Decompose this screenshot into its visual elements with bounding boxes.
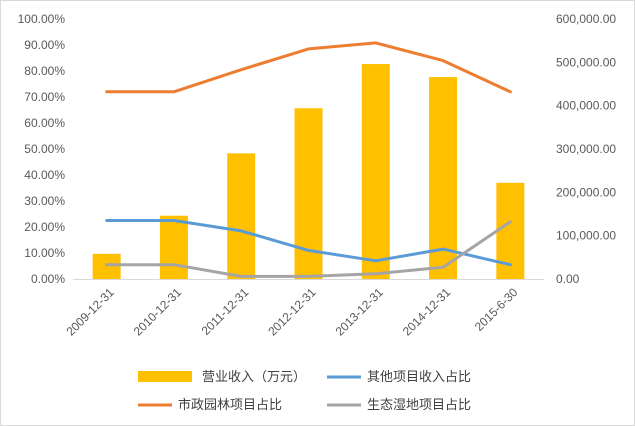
line-series	[105, 41, 512, 94]
legend-label: 营业收入（万元）	[202, 370, 306, 385]
x-tick-label: 2011-12-31	[199, 285, 252, 338]
legend-label: 市政园林项目占比	[178, 397, 282, 413]
bar-2009-12-31	[92, 253, 121, 279]
y-right-tick-label: 300,000.00	[556, 142, 616, 156]
y-right-tick-label: 400,000.00	[556, 99, 616, 113]
y-left-tick-label: 80.00%	[24, 64, 65, 78]
x-tick-label: 2009-12-31	[63, 285, 117, 339]
y-right-tick-label: 500,000.00	[556, 55, 616, 69]
y-left-tick-label: 10.00%	[24, 246, 65, 260]
y-left-tick-label: 50.00%	[24, 142, 65, 156]
y-left-tick-label: 60.00%	[24, 116, 65, 130]
y-left-tick-label: 30.00%	[24, 194, 65, 208]
x-tick-label: 2013-12-31	[333, 285, 387, 339]
x-tick-label: 2014-12-31	[400, 285, 454, 339]
y-left-tick-label: 20.00%	[24, 220, 65, 234]
y-right-tick-label: 600,000.00	[556, 12, 616, 26]
legend-label: 其他项目收入占比	[367, 370, 471, 385]
bar-2011-12-31	[227, 153, 256, 279]
y-left-tick-label: 70.00%	[24, 90, 65, 104]
x-tick-label: 2015-6-30	[472, 285, 521, 334]
line-series	[105, 219, 512, 267]
lines-layer	[105, 41, 512, 278]
bar-2014-12-31	[429, 77, 458, 279]
bar-2010-12-31	[159, 215, 188, 279]
y-right-tick-label: 200,000.00	[556, 185, 616, 199]
y-left-tick-label: 40.00%	[24, 168, 65, 182]
y-right-tick-label: 100,000.00	[556, 229, 616, 243]
y-left-tick-label: 100.00%	[18, 12, 66, 26]
bars-layer	[92, 64, 525, 280]
line-series	[105, 220, 512, 278]
bar-2013-12-31	[361, 64, 390, 279]
legend-swatch-bar	[138, 371, 192, 382]
y-right-tick-label: 0.00	[556, 272, 580, 286]
y-left-tick-label: 90.00%	[24, 38, 65, 52]
x-tick-label: 2012-12-31	[265, 285, 319, 339]
y-left-tick-label: 0.00%	[31, 272, 65, 286]
x-tick-label: 2010-12-31	[131, 285, 185, 339]
legend-label: 生态湿地项目占比	[367, 398, 471, 413]
